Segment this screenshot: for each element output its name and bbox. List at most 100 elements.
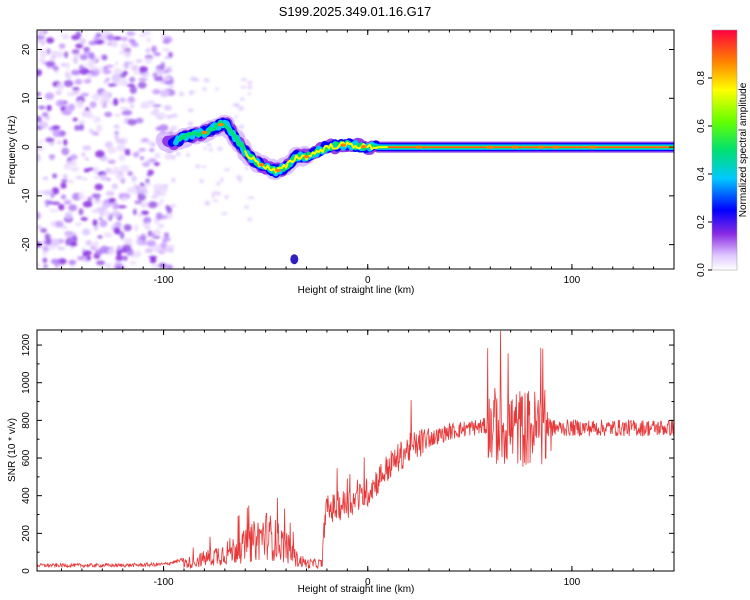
heatmap-cell <box>84 109 92 117</box>
heatmap-cell <box>81 177 88 181</box>
heatmap-cell <box>112 98 119 106</box>
figure-title: S199.2025.349.01.16.G17 <box>279 4 432 19</box>
heatmap-cell <box>137 81 147 89</box>
heatmap-cell <box>156 212 163 221</box>
heatmap-cell <box>52 65 59 71</box>
heatmap-cell <box>247 196 255 200</box>
heatmap-cell <box>92 209 99 213</box>
heatmap-cell <box>107 83 117 87</box>
heatmap-cell <box>51 125 61 130</box>
heatmap-cell <box>80 92 90 97</box>
heatmap-cell <box>130 42 139 48</box>
heatmap-cell <box>111 210 121 218</box>
heatmap-cell <box>68 204 78 212</box>
heatmap-cell <box>58 43 66 49</box>
heatmap-cell <box>46 104 52 112</box>
heatmap-cell <box>94 175 101 180</box>
heatmap-cell <box>140 201 150 209</box>
heatmap-cell <box>120 43 129 50</box>
heatmap-cell <box>78 124 85 131</box>
heatmap-cell <box>88 51 93 59</box>
heatmap-cell <box>44 116 51 121</box>
heatmap-cell <box>44 200 54 204</box>
heatmap-cell <box>64 231 74 239</box>
heatmap-cell <box>95 124 103 132</box>
heatmap-cell <box>49 141 55 146</box>
heatmap-cell <box>247 85 253 90</box>
heatmap-cell <box>75 43 83 49</box>
snr-frame <box>36 329 675 572</box>
heatmap-cell <box>132 183 137 191</box>
heatmap-hotspot <box>274 168 281 173</box>
heatmap-cell <box>37 116 43 123</box>
heatmap-cell <box>240 97 245 101</box>
heatmap-hotspot <box>258 163 265 167</box>
heatmap-cell <box>153 187 158 196</box>
heatmap-cell <box>81 152 86 157</box>
heatmap-cell <box>149 148 155 152</box>
heatmap-cell <box>37 262 41 268</box>
heatmap-cell <box>134 250 142 257</box>
heatmap-cell <box>157 223 165 229</box>
heatmap-cell <box>158 262 167 269</box>
heatmap-cell <box>78 208 84 216</box>
heatmap-cell <box>94 183 104 191</box>
heatmap-cell <box>50 221 56 227</box>
heatmap-cell <box>37 225 43 229</box>
heatmap-cell <box>170 125 178 131</box>
heatmap-cell <box>38 57 46 63</box>
heatmap-cell <box>162 76 172 82</box>
heatmap-cell <box>163 186 168 192</box>
heatmap-cell <box>123 224 132 232</box>
heatmap-cell <box>83 51 90 55</box>
heatmap-cell <box>90 68 100 77</box>
heatmap-cell <box>40 228 48 233</box>
heatmap-cell <box>64 211 73 220</box>
heatmap-cell <box>95 150 105 158</box>
heatmap-cell <box>238 124 245 129</box>
snr-xlabel: Height of straight line (km) <box>298 584 415 595</box>
heatmap-cell <box>61 179 68 183</box>
heatmap-cell <box>64 71 70 76</box>
heatmap-cell <box>72 87 80 91</box>
heatmap-cell <box>144 248 153 254</box>
heatmap-cell <box>124 151 131 156</box>
heatmap-cell <box>83 46 90 53</box>
heatmap-cell <box>216 181 221 187</box>
heatmap-cell <box>37 154 41 162</box>
heatmap-cell <box>51 187 60 195</box>
heatmap-cell <box>234 103 240 108</box>
heatmap-cell <box>60 225 68 230</box>
heatmap-cell <box>98 217 103 221</box>
heatmap-cell <box>163 80 173 85</box>
heatmap-cell <box>101 201 109 210</box>
heatmap-cell <box>83 79 92 84</box>
heatmap-cell <box>238 177 242 183</box>
heatmap-cell <box>133 68 139 75</box>
heatmap-cell <box>51 201 61 205</box>
snr-ytick-label: 1200 <box>21 334 32 357</box>
heatmap-cell <box>234 115 238 119</box>
heatmap-cell <box>89 66 99 71</box>
heatmap-cell <box>61 33 70 40</box>
heatmap-cell <box>159 199 165 203</box>
heatmap-cell <box>73 56 79 65</box>
heatmap-cell <box>57 258 67 265</box>
heatmap-cell <box>70 166 80 172</box>
heatmap-hotspot <box>340 143 347 147</box>
heatmap-cell <box>68 259 77 265</box>
colorbar: 0.0 0.2 0.4 0.6 0.8 Normalized spectral ampl… <box>696 29 749 277</box>
heatmap-cell <box>241 77 247 82</box>
heatmap-ytick-label: 0 <box>21 144 32 150</box>
colorbar-tick-label: 0.6 <box>696 119 707 133</box>
heatmap-cell <box>64 51 69 59</box>
heatmap-cell <box>165 211 174 220</box>
heatmap-cell <box>139 66 148 73</box>
heatmap-hotspot <box>511 145 518 149</box>
heatmap-cell <box>139 104 147 109</box>
heatmap-cell <box>85 240 93 246</box>
heatmap-cell <box>209 147 213 152</box>
heatmap-cell <box>156 185 164 192</box>
heatmap-cell <box>122 244 132 251</box>
